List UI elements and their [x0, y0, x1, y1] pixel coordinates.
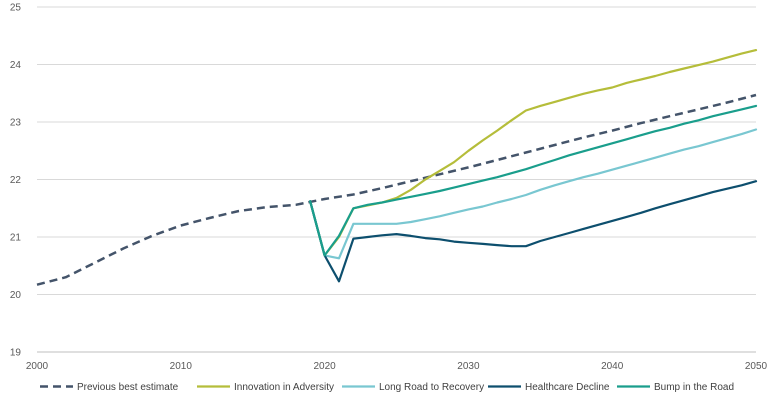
legend-label: Bump in the Road — [654, 382, 734, 393]
y-tick-label: 22 — [10, 175, 22, 186]
series-line-0 — [36, 93, 757, 286]
legend-label: Innovation in Adversity — [234, 382, 334, 393]
y-axis-ticks: 19 20 21 22 23 24 25 — [10, 3, 22, 359]
x-tick-label: 2040 — [601, 361, 624, 372]
x-tick-label: 2020 — [313, 361, 336, 372]
series-line-3 — [309, 180, 758, 283]
y-tick-label: 20 — [10, 290, 22, 301]
x-axis-ticks: 2000 2010 2020 2030 2040 2050 — [26, 361, 768, 372]
series-lines — [36, 49, 758, 286]
y-tick-label: 19 — [10, 348, 22, 359]
gridlines — [37, 6, 756, 295]
y-tick-label: 21 — [10, 233, 22, 244]
series-line-2 — [309, 128, 758, 260]
y-tick-label: 24 — [10, 60, 22, 71]
x-tick-label: 2010 — [170, 361, 193, 372]
y-tick-label: 23 — [10, 118, 22, 129]
series-line-4 — [309, 104, 758, 257]
legend-label: Long Road to Recovery — [379, 382, 484, 393]
legend: Previous best estimate Innovation in Adve… — [40, 382, 734, 393]
x-tick-label: 2050 — [745, 361, 768, 372]
x-tick-label: 2000 — [26, 361, 49, 372]
x-tick-label: 2030 — [457, 361, 480, 372]
legend-label: Previous best estimate — [77, 382, 179, 393]
legend-label: Healthcare Decline — [525, 382, 610, 393]
y-tick-label: 25 — [10, 3, 22, 14]
